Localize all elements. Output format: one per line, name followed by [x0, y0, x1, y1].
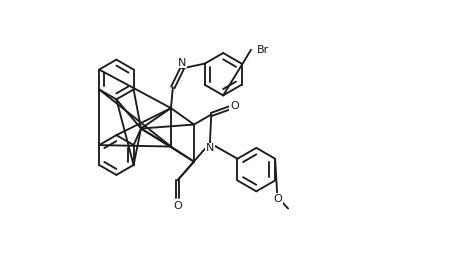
Text: O: O [230, 101, 239, 111]
Text: Br: Br [257, 45, 269, 55]
Text: O: O [273, 194, 282, 204]
Text: O: O [173, 201, 182, 211]
Text: N: N [206, 143, 214, 153]
Text: N: N [178, 58, 186, 68]
